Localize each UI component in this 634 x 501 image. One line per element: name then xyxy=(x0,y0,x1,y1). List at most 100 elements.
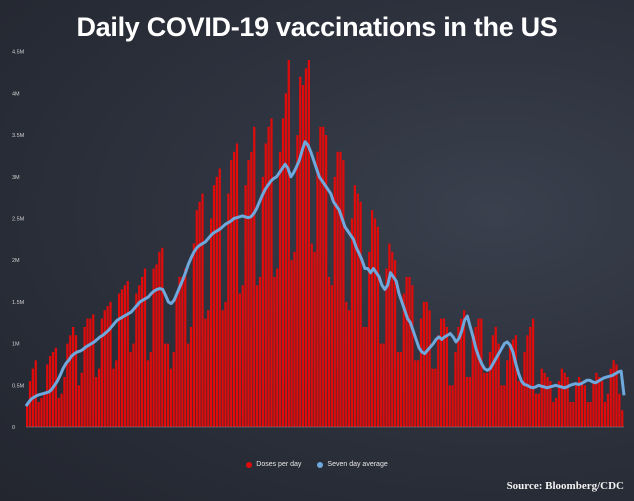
bar-doses-per-day xyxy=(572,401,575,427)
bar-doses-per-day xyxy=(442,318,446,427)
bar-doses-per-day xyxy=(212,185,216,427)
bar-doses-per-day xyxy=(503,385,506,427)
bar-doses-per-day xyxy=(580,381,584,427)
bar-doses-per-day xyxy=(414,360,417,427)
bar-doses-per-day xyxy=(557,381,561,427)
bar-doses-per-day xyxy=(287,60,290,427)
bar-doses-per-day xyxy=(72,326,75,427)
bar-doses-per-day xyxy=(606,393,609,427)
bar-doses-per-day xyxy=(198,201,201,427)
bar-doses-per-day xyxy=(434,368,437,427)
bar-doses-per-day xyxy=(201,193,204,427)
bar-doses-per-day xyxy=(149,351,152,427)
bar-doses-per-day xyxy=(26,406,29,427)
bar-doses-per-day xyxy=(595,372,598,427)
bar-doses-per-day xyxy=(169,368,172,427)
bar-doses-per-day xyxy=(402,293,405,427)
bar-doses-per-day xyxy=(517,381,520,427)
bar-doses-per-day xyxy=(204,318,207,427)
bars-layer xyxy=(26,60,624,428)
bar-doses-per-day xyxy=(261,176,264,427)
bar-doses-per-day xyxy=(437,335,440,427)
bar-doses-per-day xyxy=(543,372,546,427)
bar-doses-per-day xyxy=(118,293,121,427)
bar-doses-per-day xyxy=(258,276,262,427)
bar-doses-per-day xyxy=(440,318,443,427)
bar-doses-per-day xyxy=(224,301,227,427)
bar-doses-per-day xyxy=(566,376,569,427)
bar-doses-per-day xyxy=(405,276,408,427)
bar-doses-per-day xyxy=(86,318,89,427)
bar-doses-per-day xyxy=(135,293,138,427)
bar-doses-per-day xyxy=(57,397,60,427)
bar-doses-per-day xyxy=(532,318,535,427)
bar-doses-per-day xyxy=(514,335,517,427)
bar-doses-per-day xyxy=(92,314,95,427)
bar-doses-per-day xyxy=(112,368,115,427)
bar-doses-per-day xyxy=(218,168,221,427)
bar-doses-per-day xyxy=(333,176,336,427)
line-layer xyxy=(24,140,626,407)
bar-doses-per-day xyxy=(302,85,305,427)
bar-doses-per-day xyxy=(356,193,359,427)
bar-doses-per-day xyxy=(155,264,158,427)
bar-doses-per-day xyxy=(97,368,101,427)
bar-doses-per-day xyxy=(586,401,589,427)
bar-doses-per-day xyxy=(256,285,259,427)
bar-doses-per-day xyxy=(296,135,299,427)
bar-doses-per-day xyxy=(138,285,141,427)
bar-doses-per-day xyxy=(235,143,239,427)
bar-doses-per-day xyxy=(465,376,469,427)
bar-doses-per-day xyxy=(371,210,374,427)
bar-doses-per-day xyxy=(293,251,296,427)
bar-doses-per-day xyxy=(123,285,126,427)
bar-doses-per-day xyxy=(431,368,434,427)
y-tick-label: 2.5M xyxy=(12,217,25,223)
bar-doses-per-day xyxy=(322,126,325,427)
bar-doses-per-day xyxy=(419,318,423,427)
bar-doses-per-day xyxy=(195,210,198,427)
bar-doses-per-day xyxy=(552,401,555,427)
y-tick-label: 4M xyxy=(12,91,20,97)
bar-doses-per-day xyxy=(253,126,256,427)
bar-doses-per-day xyxy=(189,326,193,427)
bar-doses-per-day xyxy=(382,343,385,427)
bar-doses-per-day xyxy=(494,326,497,427)
y-tick-label: 4.5M xyxy=(12,50,25,56)
bar-doses-per-day xyxy=(233,151,236,427)
bar-doses-per-day xyxy=(477,318,480,427)
y-tick-label: 1M xyxy=(12,342,20,348)
bar-doses-per-day xyxy=(215,176,218,427)
chart-title: Daily COVID-19 vaccinations in the US xyxy=(76,12,558,42)
bar-doses-per-day xyxy=(77,385,80,427)
bar-doses-per-day xyxy=(468,376,471,427)
bar-doses-per-day xyxy=(37,401,40,427)
bar-doses-per-day xyxy=(411,285,414,427)
legend-item-doses: Doses per day xyxy=(246,461,301,468)
bar-doses-per-day xyxy=(388,243,391,427)
bar-doses-per-day xyxy=(74,335,78,427)
bar-doses-per-day xyxy=(115,360,118,427)
bar-doses-per-day xyxy=(448,385,451,427)
bar-doses-per-day xyxy=(172,351,175,427)
bar-doses-per-day xyxy=(348,310,351,427)
legend-swatch-average xyxy=(317,461,324,468)
bar-doses-per-day xyxy=(609,368,612,427)
bar-doses-per-day xyxy=(152,268,155,427)
bar-doses-per-day xyxy=(126,281,129,427)
bar-doses-per-day xyxy=(95,376,98,427)
bar-doses-per-day xyxy=(69,335,72,427)
bar-doses-per-day xyxy=(578,376,581,427)
bar-doses-per-day xyxy=(612,360,615,427)
y-tick-label: 3M xyxy=(12,175,20,181)
bar-doses-per-day xyxy=(474,326,477,427)
bar-doses-per-day xyxy=(281,118,285,428)
bar-doses-per-day xyxy=(598,376,601,427)
bar-doses-per-day xyxy=(345,301,348,427)
y-tick-label: 0.5M xyxy=(12,383,25,389)
bar-doses-per-day xyxy=(129,351,132,427)
bar-doses-per-day xyxy=(454,351,457,427)
bar-doses-per-day xyxy=(192,243,195,427)
bar-doses-per-day xyxy=(313,251,316,427)
bar-doses-per-day xyxy=(555,397,558,427)
